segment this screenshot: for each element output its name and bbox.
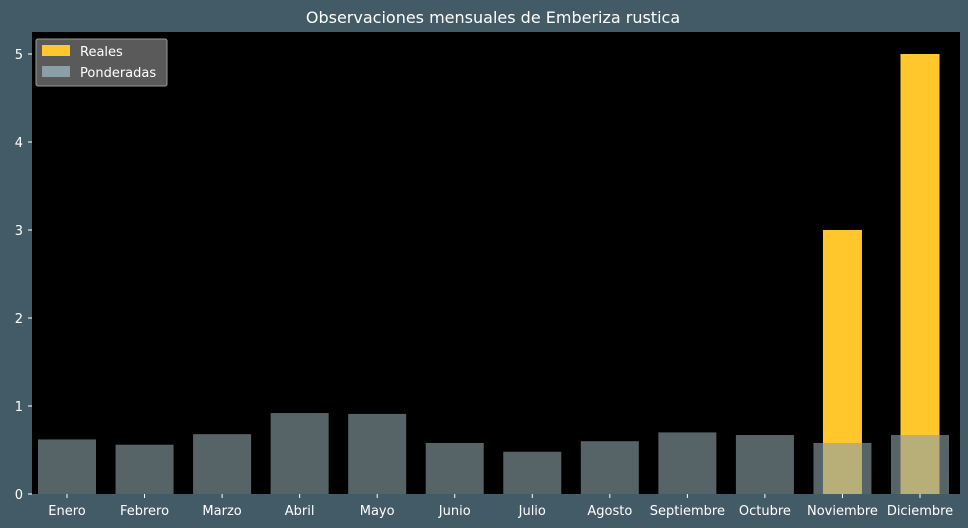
x-tick-label: Julio — [518, 504, 546, 519]
legend-swatch-reales — [42, 45, 70, 56]
x-tick-label: Diciembre — [887, 504, 953, 519]
legend: Reales Ponderadas — [35, 38, 168, 87]
y-tick-label: 2 — [15, 312, 23, 327]
legend-swatch-ponderadas — [42, 66, 70, 77]
y-tick-label: 5 — [15, 48, 23, 63]
x-tick-label: Mayo — [360, 504, 395, 519]
x-tick-label: Octubre — [739, 504, 791, 519]
bar-ponderadas-junio — [425, 442, 484, 494]
bar-ponderadas-agosto — [580, 441, 639, 494]
bar-ponderadas-julio — [503, 451, 562, 494]
x-axis: Enero Febrero Marzo Abril Mayo Junio Julio Agos… — [48, 494, 953, 519]
legend-label-ponderadas: Ponderadas — [80, 66, 156, 81]
y-axis: 0 1 2 3 4 5 — [15, 48, 32, 503]
bar-ponderadas-abril — [270, 413, 329, 494]
x-tick-label: Enero — [48, 504, 86, 519]
bar-ponderadas-marzo — [193, 434, 252, 494]
y-tick-label: 3 — [15, 224, 23, 239]
bars-ponderadas — [38, 413, 949, 494]
x-tick-label: Agosto — [587, 504, 632, 519]
y-tick-label: 1 — [15, 400, 23, 415]
bar-ponderadas-febrero — [115, 444, 174, 494]
bars-reales — [822, 54, 940, 494]
x-tick-label: Abril — [285, 504, 315, 519]
bar-ponderadas-septiembre — [658, 432, 717, 494]
bar-ponderadas-diciembre — [891, 435, 949, 494]
plot-area — [32, 32, 960, 494]
y-tick-label: 4 — [15, 136, 23, 151]
x-tick-label: Noviembre — [807, 504, 878, 519]
chart-title: Observaciones mensuales de Emberiza rust… — [306, 8, 680, 27]
bar-ponderadas-mayo — [348, 413, 407, 494]
x-tick-label: Marzo — [202, 504, 241, 519]
bar-reales-diciembre — [900, 54, 940, 494]
bar-ponderadas-noviembre — [813, 442, 872, 494]
bar-ponderadas-octubre — [735, 435, 794, 494]
bar-ponderadas-enero — [38, 439, 96, 494]
x-tick-label: Febrero — [120, 504, 169, 519]
y-tick-label: 0 — [15, 488, 23, 503]
legend-label-reales: Reales — [80, 45, 123, 60]
x-tick-label: Septiembre — [650, 504, 725, 519]
x-tick-label: Junio — [438, 504, 471, 519]
